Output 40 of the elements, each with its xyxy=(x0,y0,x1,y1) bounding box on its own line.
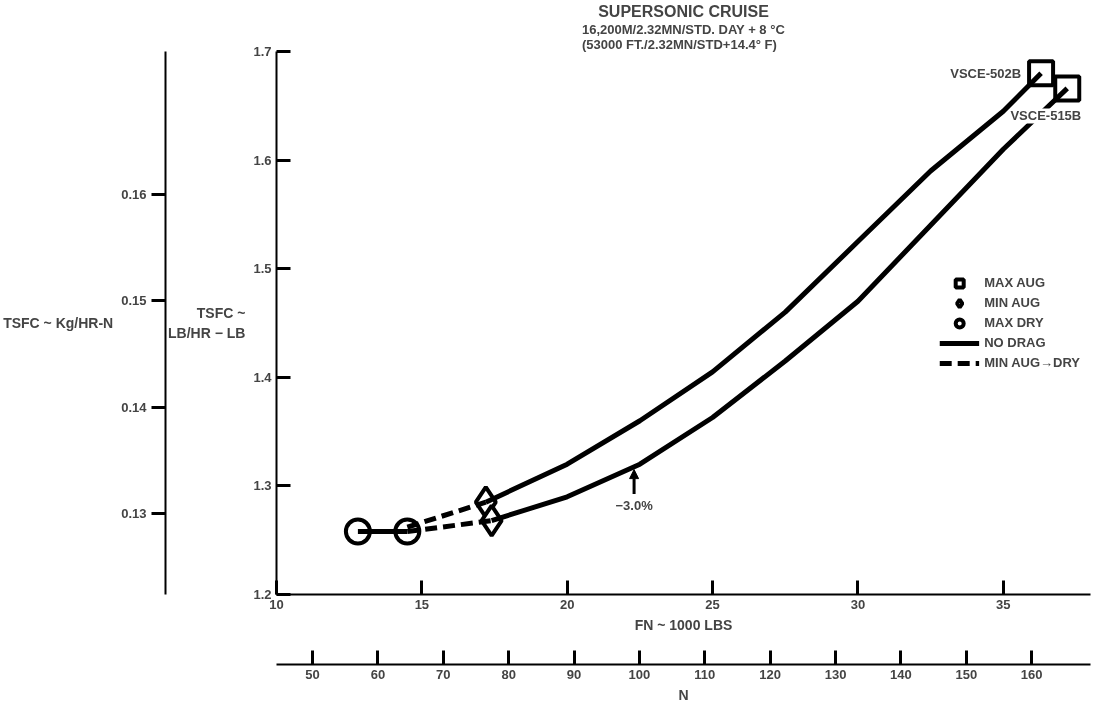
x-tick-label: 25 xyxy=(705,596,720,612)
x2-tick-label: 150 xyxy=(955,666,978,682)
y-tick-label: 1.6 xyxy=(253,152,272,168)
x2-tick-label: 70 xyxy=(436,666,451,682)
y-tick-label: 1.3 xyxy=(253,478,272,494)
annotation: VSCE-502B xyxy=(950,65,1022,81)
x2-tick-label: 120 xyxy=(759,666,782,682)
x2-tick-label: 160 xyxy=(1020,666,1043,682)
annotation: −3.0% xyxy=(615,498,654,514)
x-tick-label: 35 xyxy=(996,596,1011,612)
legend-label: MAX AUG xyxy=(984,275,1046,290)
x2-tick-label: 140 xyxy=(890,666,912,682)
y-tick-label: 1.7 xyxy=(253,44,272,59)
x2-tick-label: 130 xyxy=(824,666,847,682)
legend-label: MAX DRY xyxy=(984,315,1044,330)
x2-tick-label: 80 xyxy=(501,666,516,682)
y-tick-label: 1.5 xyxy=(253,261,272,277)
chart-title: SUPERSONIC CRUISE xyxy=(598,2,770,20)
x-tick-label: 30 xyxy=(850,596,866,612)
x2-axis-title: N xyxy=(678,686,689,703)
y-axis-title: TSFC ~ LB/HR − LB xyxy=(168,305,246,341)
y2-axis-title: TSFC ~ Kg/HR-N xyxy=(3,315,114,331)
y2-tick-label: 0.13 xyxy=(121,506,147,522)
annotation: VSCE-515B xyxy=(1010,108,1082,124)
x2-tick-label: 90 xyxy=(566,666,582,682)
legend-label: MIN AUG xyxy=(984,295,1041,310)
x2-tick-label: 110 xyxy=(694,666,716,682)
legend-label: NO DRAG xyxy=(984,335,1046,350)
x-tick-label: 15 xyxy=(414,596,430,612)
x2-tick-label: 50 xyxy=(305,666,320,682)
y2-tick-label: 0.14 xyxy=(121,399,148,415)
x2-tick-label: 100 xyxy=(628,666,651,682)
y2-tick-label: 0.16 xyxy=(121,186,147,202)
x2-tick-label: 60 xyxy=(370,666,386,682)
chart-subtitle: 16,200M/2.32MN/STD. DAY + 8 °C (53000 FT./2.32MN/STD+14.4° F) xyxy=(581,21,786,52)
y2-tick-label: 0.15 xyxy=(121,293,147,309)
x-tick-label: 20 xyxy=(559,596,575,612)
legend-label: MIN AUG→DRY xyxy=(984,355,1080,370)
x-axis-title: FN ~ 1000 LBS xyxy=(634,616,733,633)
y-tick-label: 1.4 xyxy=(253,369,273,385)
